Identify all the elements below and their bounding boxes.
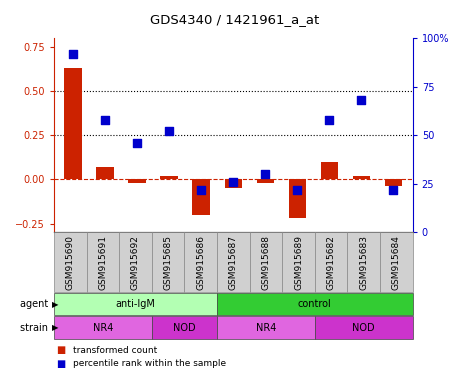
Point <box>325 117 333 123</box>
Text: GSM915683: GSM915683 <box>359 235 368 290</box>
Point <box>294 187 301 193</box>
Text: ■: ■ <box>56 345 66 355</box>
Text: NR4: NR4 <box>256 323 276 333</box>
Point <box>197 187 205 193</box>
Bar <box>353 176 370 179</box>
Bar <box>288 179 306 218</box>
Bar <box>225 179 242 188</box>
Point <box>166 128 173 134</box>
Text: ▶: ▶ <box>52 300 58 309</box>
Text: strain: strain <box>21 323 52 333</box>
Point <box>230 179 237 185</box>
Text: GSM915691: GSM915691 <box>98 235 107 290</box>
Text: NOD: NOD <box>173 323 196 333</box>
Text: ■: ■ <box>56 359 66 369</box>
Bar <box>385 179 402 187</box>
Text: GSM915684: GSM915684 <box>392 235 401 290</box>
Text: GSM915685: GSM915685 <box>164 235 173 290</box>
Bar <box>97 167 114 179</box>
Text: ▶: ▶ <box>52 323 58 332</box>
Point <box>101 117 109 123</box>
Bar <box>257 179 274 183</box>
Text: GSM915688: GSM915688 <box>261 235 271 290</box>
Text: GSM915690: GSM915690 <box>66 235 75 290</box>
Point <box>390 187 397 193</box>
Text: control: control <box>298 299 332 309</box>
Point <box>358 98 365 104</box>
Text: anti-IgM: anti-IgM <box>115 299 155 309</box>
Bar <box>192 179 210 215</box>
Bar <box>321 162 338 179</box>
Text: GSM915682: GSM915682 <box>327 235 336 290</box>
Text: NOD: NOD <box>353 323 375 333</box>
Point <box>262 171 269 177</box>
Bar <box>160 176 178 179</box>
Text: GSM915686: GSM915686 <box>196 235 205 290</box>
Point <box>69 51 77 57</box>
Text: transformed count: transformed count <box>73 346 157 355</box>
Text: percentile rank within the sample: percentile rank within the sample <box>73 359 226 368</box>
Text: GSM915689: GSM915689 <box>294 235 303 290</box>
Bar <box>64 68 82 179</box>
Point <box>134 140 141 146</box>
Text: GSM915692: GSM915692 <box>131 235 140 290</box>
Text: agent: agent <box>20 299 52 309</box>
Text: NR4: NR4 <box>93 323 113 333</box>
Bar <box>129 179 146 183</box>
Text: GSM915687: GSM915687 <box>229 235 238 290</box>
Text: GDS4340 / 1421961_a_at: GDS4340 / 1421961_a_at <box>150 13 319 26</box>
